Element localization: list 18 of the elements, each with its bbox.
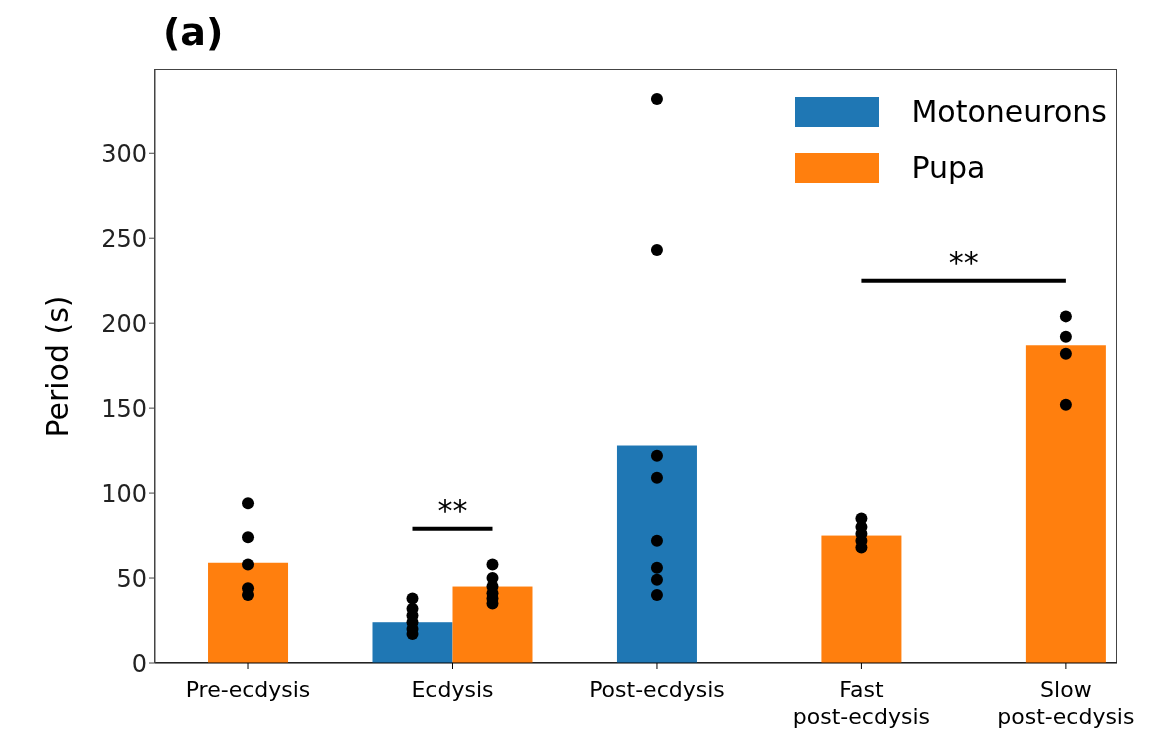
y-tick-label: 50: [116, 564, 147, 593]
x-tick-label: Pre-ecdysis: [185, 677, 311, 702]
y-axis-title: Period (s): [39, 295, 75, 438]
y-tick-label: 300: [101, 139, 147, 168]
legend-label: Motoneurons: [911, 93, 1107, 131]
x-tick-label: Slow post-ecdysis: [997, 677, 1135, 729]
y-tick-label: 100: [101, 479, 147, 508]
x-tick-label: Ecdysis: [411, 677, 494, 702]
annotation: **: [948, 244, 979, 280]
legend-label: Pupa: [911, 149, 986, 187]
y-tick-label: 150: [101, 394, 147, 423]
x-tick-label: Post-ecdysis: [589, 677, 725, 702]
x-tick-label: Fast post-ecdysis: [792, 677, 930, 729]
y-tick-label: 200: [101, 309, 147, 338]
y-tick-label: 0: [131, 649, 147, 678]
annotation: **: [437, 492, 468, 528]
chart-title: (a): [163, 10, 224, 54]
y-tick-label: 250: [101, 224, 147, 253]
